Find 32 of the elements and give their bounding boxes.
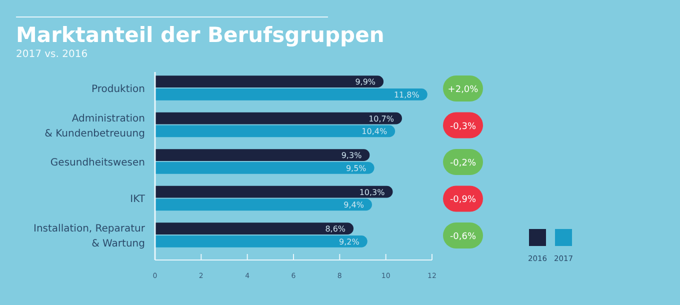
bar [155,88,428,100]
bar [155,198,372,211]
text: +2,0% [448,85,479,96]
text: -0,2% [450,158,476,168]
text: 2017 vs. 2016 [16,49,88,60]
data-label: 9,3% [341,151,362,160]
data-label: 10,3% [359,188,386,197]
data-label: 8,6% [325,224,346,234]
bar [155,112,402,124]
bar [155,125,396,138]
bar [155,235,368,248]
y-tick-label: IKT [130,194,146,206]
data-label: 10,4% [362,127,388,136]
text: -0,9% [450,195,476,206]
bar [155,149,370,161]
data-label: 9,2% [339,237,360,246]
text: -0,3% [450,122,476,132]
chart-title: Marktanteil der Berufsgruppen [16,23,384,47]
y-tick-label: Produktion [92,84,145,96]
bar [155,76,384,88]
text: -0,6% [450,232,476,242]
bar [155,222,354,234]
bar [155,162,374,174]
data-label: 9,4% [344,200,364,210]
bar [155,186,393,198]
data-label: 9,9% [355,78,376,87]
data-label: 10,7% [368,114,394,124]
y-tick-label: Administration & Kundenbetreuung [44,113,145,140]
data-label: 9,5% [346,164,367,173]
y-tick-label: Gesundheitswesen [50,158,145,168]
y-tick-label: Installation, Reparatur & Wartung [34,223,146,250]
data-label: 11,8% [394,90,420,100]
